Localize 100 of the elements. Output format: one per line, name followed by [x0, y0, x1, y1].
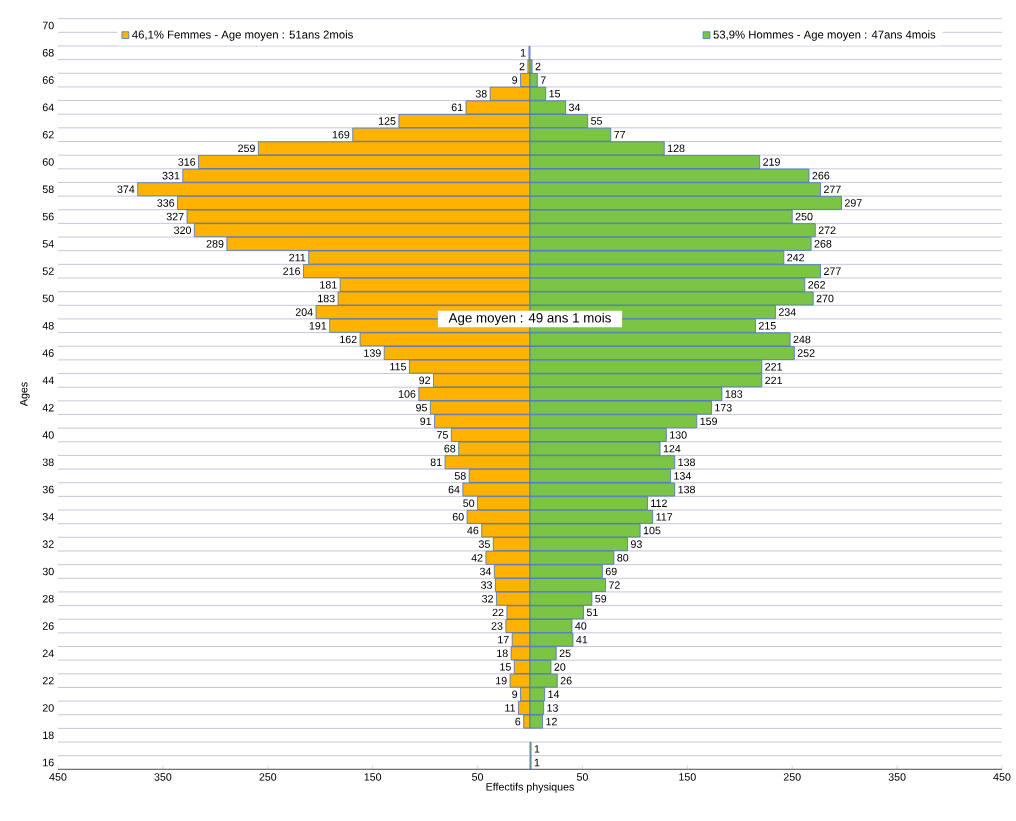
data-label: 7: [540, 76, 546, 84]
data-label: 2: [519, 62, 525, 71]
data-label: 46: [467, 526, 479, 535]
data-label: 115: [390, 362, 406, 371]
data-label: 277: [824, 267, 841, 275]
data-label: 95: [416, 403, 427, 412]
data-label: 64: [448, 485, 460, 494]
data-label: 6: [515, 717, 521, 726]
data-label: 124: [663, 444, 681, 453]
data-label: 297: [845, 199, 862, 207]
data-label: 270: [816, 294, 834, 303]
data-label: 181: [320, 281, 337, 289]
y-tick-label: 48: [42, 321, 54, 330]
data-label: 138: [678, 458, 695, 467]
data-label: 266: [812, 171, 830, 180]
y-tick-label: 16: [43, 758, 54, 767]
x-tick-label: 50: [472, 773, 484, 781]
y-tick-label: 28: [42, 594, 54, 603]
y-tick-label: 32: [42, 540, 54, 548]
data-label: 68: [444, 444, 456, 453]
data-label: 159: [700, 417, 717, 426]
legend-label: 53,9% Hommes - Age moyen : 47ans 4mois: [713, 30, 936, 41]
data-label: 60: [452, 513, 464, 521]
y-tick-label: 62: [42, 130, 54, 139]
data-label: 20: [554, 663, 566, 671]
data-label: 112: [651, 499, 667, 507]
annotation: Age moyen : 49 ans 1 mois: [448, 312, 611, 326]
data-label: 14: [548, 690, 560, 698]
data-label: 15: [549, 90, 561, 98]
data-label: 327: [166, 212, 184, 221]
data-label: 242: [787, 253, 805, 262]
y-tick-label: 30: [42, 567, 54, 576]
data-label: 1: [534, 745, 540, 753]
data-label: 128: [668, 144, 685, 153]
data-label: 92: [419, 376, 431, 385]
data-label: 162: [340, 335, 357, 344]
data-label: 211: [289, 253, 306, 262]
data-label: 93: [630, 540, 642, 548]
y-tick-label: 18: [43, 731, 54, 739]
x-tick-label: 150: [679, 773, 696, 781]
data-label: 51: [586, 608, 598, 617]
y-tick-label: 38: [42, 458, 54, 467]
data-label: 105: [643, 526, 661, 535]
data-label: 22: [492, 608, 504, 617]
data-label: 11: [505, 704, 516, 712]
data-label: 9: [512, 690, 518, 699]
x-tick-label: 50: [576, 773, 588, 781]
data-label: 117: [656, 513, 673, 521]
data-label: 259: [238, 144, 255, 153]
data-label: 34: [568, 103, 581, 112]
data-label: 106: [398, 390, 416, 398]
y-tick-label: 34: [42, 513, 54, 521]
data-label: 331: [162, 171, 180, 180]
data-label: 13: [547, 704, 558, 712]
data-label: 69: [605, 567, 617, 576]
data-label: 221: [765, 362, 783, 371]
data-label: 183: [725, 390, 743, 398]
x-axis-title: Effectifs physiques: [486, 782, 574, 793]
y-tick-label: 56: [42, 212, 54, 221]
y-tick-label: 68: [42, 49, 54, 57]
y-tick-label: 44: [42, 376, 54, 385]
data-label: 272: [818, 226, 836, 234]
x-tick-label: 250: [259, 773, 277, 781]
y-tick-label: 26: [42, 622, 54, 630]
data-label: 191: [309, 321, 327, 330]
data-label: 138: [678, 485, 695, 494]
data-label: 80: [617, 554, 629, 562]
data-label: 59: [595, 594, 607, 603]
data-label: 262: [808, 281, 825, 289]
x-tick-label: 250: [783, 773, 801, 781]
data-label: 130: [670, 431, 687, 439]
data-label: 215: [758, 321, 776, 330]
data-label: 277: [824, 185, 841, 193]
data-label: 34: [479, 567, 492, 576]
data-label: 173: [715, 403, 732, 412]
data-label: 81: [430, 458, 442, 467]
data-label: 72: [609, 581, 620, 589]
data-label: 316: [178, 158, 196, 166]
y-tick-label: 20: [42, 704, 54, 712]
y-axis-title: Ages: [20, 382, 30, 407]
data-label: 234: [778, 308, 796, 316]
x-tick-label: 350: [888, 773, 906, 781]
data-label: 1: [534, 758, 540, 767]
y-tick-label: 40: [42, 431, 54, 439]
data-label: 33: [480, 581, 492, 589]
x-tick-label: 450: [993, 773, 1011, 781]
data-label: 250: [795, 212, 813, 221]
data-label: 216: [283, 267, 301, 275]
data-label: 183: [318, 294, 335, 303]
data-label: 91: [420, 417, 432, 426]
data-label: 23: [491, 622, 503, 630]
data-label: 42: [471, 554, 483, 562]
data-label: 58: [454, 472, 466, 480]
y-tick-label: 70: [42, 21, 54, 30]
data-label: 204: [295, 308, 313, 316]
y-tick-label: 22: [42, 676, 54, 685]
y-tick-label: 54: [42, 240, 54, 248]
y-tick-label: 60: [42, 158, 54, 166]
y-tick-label: 46: [42, 349, 54, 357]
data-label: 26: [560, 676, 572, 685]
